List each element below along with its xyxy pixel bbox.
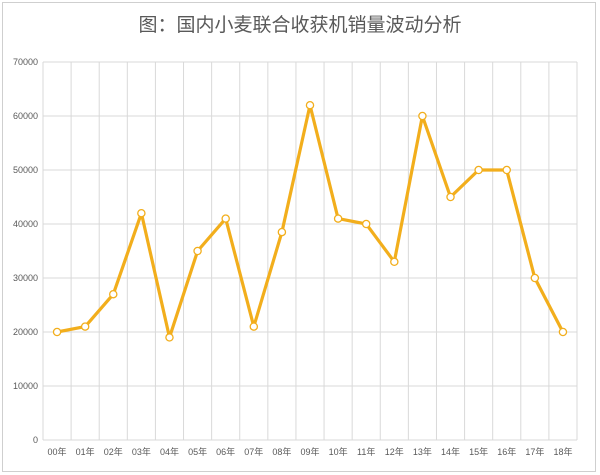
y-tick-label: 40000 — [13, 219, 38, 229]
y-tick-label: 20000 — [13, 327, 38, 337]
x-tick-label: 01年 — [76, 446, 95, 457]
data-point — [446, 192, 455, 202]
grid-lines — [42, 61, 578, 441]
data-point — [277, 227, 287, 237]
x-tick-label: 15年 — [469, 446, 488, 457]
x-tick-label: 10年 — [329, 446, 348, 457]
chart-title: 图：国内小麦联合收获机销量波动分析 — [138, 14, 462, 36]
y-tick-label: 70000 — [13, 57, 38, 67]
x-tick-label: 03年 — [132, 446, 151, 457]
y-tick-label: 60000 — [13, 111, 38, 121]
data-point — [137, 208, 146, 218]
data-point — [530, 273, 540, 283]
y-axis: 0 10000 20000 30000 40000 50000 60000 70000 — [13, 57, 38, 445]
x-tick-label: 11年 — [357, 446, 375, 457]
data-point — [418, 111, 427, 121]
x-tick-label: 06年 — [216, 446, 235, 457]
series-line — [55, 103, 565, 339]
x-tick-label: 04年 — [160, 446, 179, 457]
y-tick-label: 0 — [33, 435, 38, 445]
series-group — [52, 100, 568, 342]
chart-frame — [2, 2, 596, 472]
y-tick-label: 50000 — [13, 165, 38, 175]
data-point — [52, 327, 62, 337]
x-tick-label: 02年 — [104, 446, 123, 457]
x-axis: 00年 01年 02年 03年 04年 05年 06年 07年 08年 09年 10年 11年 12年 1… — [48, 446, 573, 457]
x-tick-label: 16年 — [497, 446, 516, 457]
y-tick-label: 10000 — [13, 381, 38, 391]
data-point — [221, 214, 230, 223]
data-point — [109, 289, 118, 299]
x-tick-label: 14年 — [441, 446, 460, 457]
data-point — [361, 219, 371, 229]
x-tick-label: 13年 — [413, 446, 432, 457]
data-point — [333, 214, 343, 223]
data-point — [390, 257, 399, 267]
data-point — [474, 165, 483, 175]
x-tick-label: 07年 — [244, 446, 263, 457]
x-tick-label: 18年 — [553, 446, 572, 457]
x-tick-label: 00年 — [48, 446, 67, 457]
data-point — [249, 322, 259, 331]
data-point — [193, 246, 202, 256]
x-tick-label: 05年 — [188, 446, 207, 457]
data-point — [80, 322, 90, 331]
x-tick-label: 08年 — [272, 446, 291, 457]
x-tick-label: 17年 — [525, 446, 544, 457]
x-tick-label: 09年 — [300, 446, 319, 457]
data-point — [305, 100, 315, 110]
data-point — [558, 327, 568, 337]
y-tick-label: 30000 — [13, 273, 38, 283]
data-point — [165, 333, 174, 342]
x-tick-label: 12年 — [385, 446, 404, 457]
data-point — [502, 165, 511, 175]
